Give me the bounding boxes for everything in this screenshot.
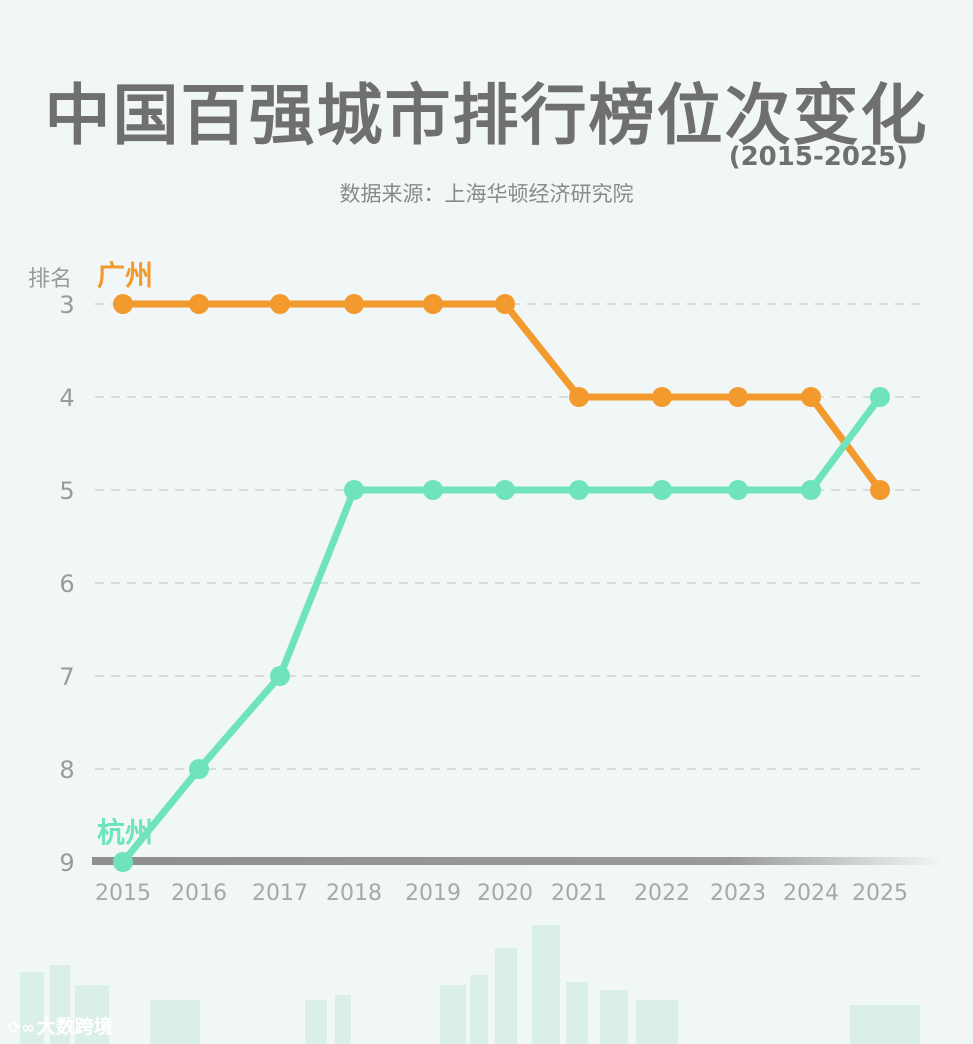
y-tick-label: 7 xyxy=(59,663,74,691)
x-tick-label: 2015 xyxy=(95,881,151,906)
grid-lines xyxy=(95,303,925,770)
series-label-guangzhou: 广州 xyxy=(97,259,153,292)
series-line-hangzhou xyxy=(119,393,884,866)
x-tick-label: 2018 xyxy=(326,881,382,906)
data-point-guangzhou xyxy=(189,294,209,314)
y-tick-label: 5 xyxy=(59,477,74,505)
data-point-guangzhou xyxy=(344,294,364,314)
data-point-hangzhou xyxy=(728,480,748,500)
data-point-guangzhou xyxy=(569,387,589,407)
data-point-guangzhou xyxy=(113,294,133,314)
watermark-logo: ⟳∞ 大数跨境 xyxy=(8,1012,113,1039)
data-point-hangzhou xyxy=(495,480,515,500)
x-tick-label: 2023 xyxy=(710,881,766,906)
data-point-guangzhou xyxy=(870,480,890,500)
y-tick-label: 8 xyxy=(59,756,74,784)
data-point-guangzhou xyxy=(423,294,443,314)
y-tick-label: 4 xyxy=(59,384,74,412)
data-point-hangzhou xyxy=(870,387,890,407)
data-point-guangzhou xyxy=(495,294,515,314)
data-point-hangzhou xyxy=(423,480,443,500)
y-axis-label: 排名 xyxy=(28,267,72,292)
x-tick-label: 2024 xyxy=(783,881,839,906)
data-point-hangzhou xyxy=(113,852,133,872)
x-tick-label: 2016 xyxy=(171,881,227,906)
y-tick-labels: 3 4 5 6 7 8 9 xyxy=(59,291,74,877)
series-points xyxy=(113,294,890,872)
data-point-hangzhou xyxy=(801,480,821,500)
data-point-hangzhou xyxy=(189,759,209,779)
x-axis-line xyxy=(92,857,942,865)
data-point-guangzhou xyxy=(728,387,748,407)
x-tick-label: 2020 xyxy=(477,881,533,906)
watermark-text: 大数跨境 xyxy=(36,1016,113,1038)
data-point-hangzhou xyxy=(569,480,589,500)
data-point-guangzhou xyxy=(652,387,672,407)
data-point-guangzhou xyxy=(801,387,821,407)
logo-icon: ⟳∞ xyxy=(8,1018,35,1037)
data-source: 数据来源：上海华顿经济研究院 xyxy=(339,182,634,206)
chart-subtitle: (2015-2025) xyxy=(728,142,908,172)
data-point-guangzhou xyxy=(270,294,290,314)
data-point-hangzhou xyxy=(344,480,364,500)
data-point-hangzhou xyxy=(270,666,290,686)
x-tick-label: 2025 xyxy=(852,881,908,906)
chart-title: 中国百强城市排行榜位次变化 xyxy=(44,77,929,154)
y-tick-label: 3 xyxy=(59,291,74,319)
x-tick-labels: 2015 2016 2017 2018 2019 2020 2021 2022 2023 2024… xyxy=(95,881,908,906)
y-tick-label: 9 xyxy=(59,849,74,877)
x-tick-label: 2019 xyxy=(405,881,461,906)
data-point-hangzhou xyxy=(652,480,672,500)
x-tick-label: 2017 xyxy=(252,881,308,906)
y-tick-label: 6 xyxy=(59,570,74,598)
series-label-hangzhou: 杭州 xyxy=(97,816,153,849)
x-tick-label: 2021 xyxy=(551,881,607,906)
x-tick-label: 2022 xyxy=(634,881,690,906)
